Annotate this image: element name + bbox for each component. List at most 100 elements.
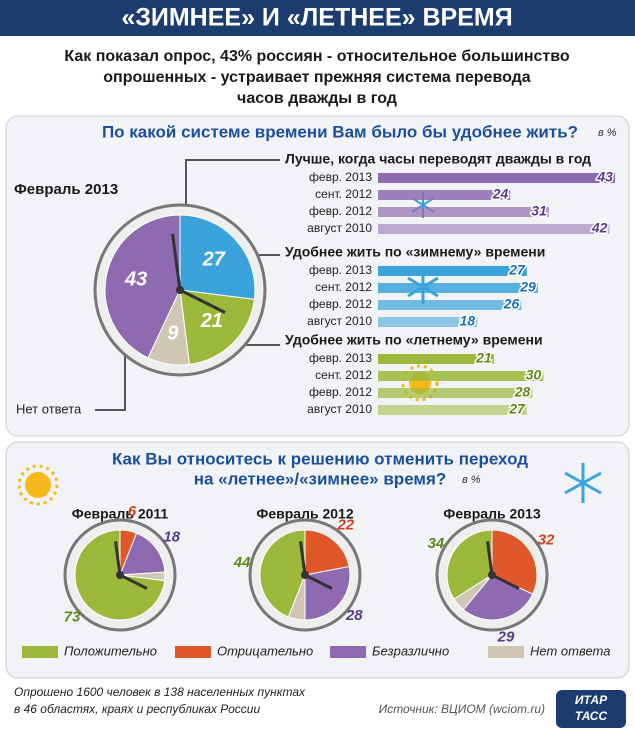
data-label: 30: [526, 367, 542, 383]
bar: [378, 300, 522, 310]
clock-center: [488, 571, 496, 579]
data-label: 43: [124, 268, 147, 290]
data-label: 44: [233, 554, 251, 571]
category-label: сент. 2012: [315, 280, 372, 294]
pie-title: Февраль 2011: [72, 506, 169, 522]
pie-title: Февраль 2013: [443, 506, 540, 522]
bar: [378, 371, 544, 381]
annotation: Нет ответа: [16, 401, 82, 416]
clock-hand: [171, 233, 182, 291]
clock-hand: [486, 541, 494, 576]
pie-slice: [147, 288, 190, 366]
bar: [378, 224, 610, 234]
data-label: 29: [497, 628, 515, 645]
category-label: февр. 2013: [309, 263, 372, 277]
clock-hand: [114, 541, 122, 576]
data-label: 31: [531, 203, 547, 219]
clock-hand: [119, 573, 148, 590]
series-title: Удобнее жить по «зимнему» времени: [285, 244, 545, 260]
legend-label: Положительно: [64, 643, 157, 658]
sun-icon: [17, 464, 59, 506]
data-label: 73: [64, 608, 81, 625]
pie-slice: [119, 532, 166, 576]
section-title: Как Вы относитесь к решению отменить пер…: [112, 449, 528, 468]
clock-center: [301, 571, 309, 579]
data-label: 27: [508, 262, 526, 278]
title: «ЗИМНЕЕ» И «ЛЕТНЕЕ» ВРЕМЯ: [121, 4, 512, 32]
section-title: на «летнее»/«зимнее» время?: [194, 469, 447, 488]
bar: [378, 405, 527, 415]
bar: [378, 388, 533, 398]
clock-hand: [491, 573, 520, 590]
bar: [378, 207, 549, 217]
bar: [378, 317, 478, 327]
unit: в %: [598, 127, 617, 139]
logo-text: ТАСС: [575, 709, 608, 723]
data-label: 27: [508, 401, 526, 417]
legend-swatch: [22, 646, 58, 658]
bar: [378, 354, 494, 364]
category-label: сент. 2012: [315, 368, 372, 382]
bar: [378, 283, 538, 293]
subtitle: Как показал опрос, 43% россиян - относит…: [64, 48, 569, 65]
clock-hand: [304, 573, 333, 590]
pie-slice: [491, 529, 538, 595]
pie-slice: [179, 289, 255, 365]
clock-hand: [179, 288, 226, 314]
category-label: сент. 2012: [315, 187, 372, 201]
category-label: февр. 2012: [309, 204, 372, 218]
category-label: август 2010: [307, 221, 372, 235]
clock-center: [176, 286, 184, 294]
data-label: 18: [460, 313, 476, 329]
bar: [378, 173, 615, 183]
subtitle: часов дважды в год: [237, 90, 397, 107]
clock-hand: [299, 541, 307, 576]
legend-swatch: [175, 646, 211, 658]
category-label: август 2010: [307, 402, 372, 416]
pointer: [95, 335, 126, 411]
pie-slice: [104, 214, 181, 359]
source: Источник: ВЦИОМ (wciom.ru): [379, 702, 545, 716]
logo-text: ИТАР: [575, 693, 608, 707]
bar: [378, 190, 511, 200]
data-label: 28: [514, 384, 531, 400]
data-label: 21: [475, 350, 492, 366]
pie-slice: [453, 574, 493, 611]
footnote: в 46 областях, краях и республиках Росси…: [14, 702, 260, 716]
clock-center: [116, 571, 124, 579]
unit: в %: [462, 474, 481, 486]
data-label: 9: [167, 323, 179, 345]
category-label: август 2010: [307, 314, 372, 328]
pie-slice: [119, 571, 166, 582]
category-label: февр. 2013: [309, 170, 372, 184]
footer: [0, 682, 635, 732]
footnote: Опрошено 1600 человек в 138 населенных п…: [14, 685, 306, 699]
logo: [556, 690, 626, 728]
data-label: 18: [163, 528, 180, 545]
data-label: 27: [202, 249, 226, 271]
data-label: 6: [128, 503, 137, 520]
data-label: 28: [345, 607, 363, 624]
pie-slice: [259, 529, 306, 618]
pointer: [185, 159, 280, 212]
pie-slice: [287, 574, 306, 621]
series-title: Лучше, когда часы переводят дважды в год: [285, 151, 591, 167]
legend-label: Безразлично: [372, 643, 449, 658]
category-label: февр. 2013: [309, 351, 372, 365]
data-label: 32: [538, 532, 555, 549]
category-label: февр. 2012: [309, 297, 372, 311]
legend-label: Нет ответа: [530, 643, 610, 658]
series-title: Удобнее жить по «летнему» времени: [285, 332, 543, 348]
section-title: По какой системе времени Вам было бы удо…: [102, 122, 578, 141]
data-label: 43: [596, 169, 613, 185]
subtitle: опрошенных - устраивает прежняя система …: [103, 69, 531, 86]
header-bar: [0, 0, 635, 36]
data-label: 29: [519, 279, 536, 295]
pie-title: Февраль 2012: [256, 506, 353, 522]
pie-slice: [179, 214, 256, 300]
pie-slice: [304, 529, 350, 576]
snowflake-icon: [564, 463, 602, 503]
data-label: 26: [503, 296, 520, 312]
